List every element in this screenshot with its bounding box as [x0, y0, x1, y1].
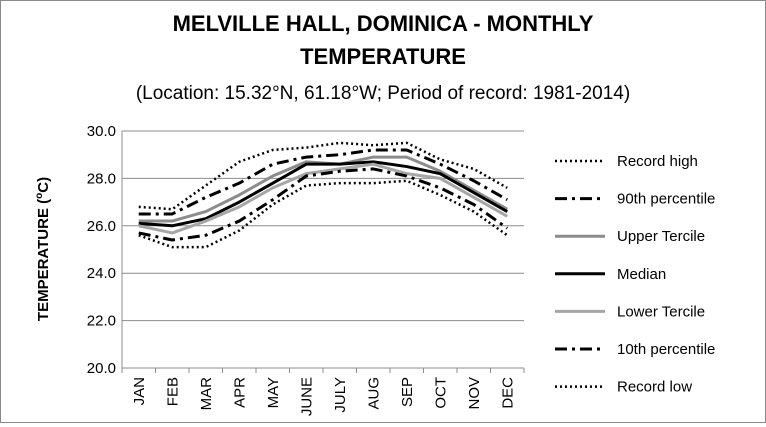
y-tick-label: 24.0 — [87, 265, 116, 282]
legend-label: Record high — [617, 153, 698, 170]
y-axis-title-sup: o — [34, 193, 45, 199]
x-tick-label: SEP — [399, 377, 416, 407]
chart-title-line1: MELVILLE HALL, DOMINICA - MONTHLY — [173, 11, 594, 36]
legend-label: Median — [617, 266, 666, 283]
y-tick-label: 26.0 — [87, 218, 116, 235]
legend: Record high 90th percentile Upper Tercile M… — [555, 153, 715, 396]
y-axis-title: TEMPERATURE (oC) — [34, 177, 52, 321]
chart-title-line2: TEMPERATURE — [300, 44, 466, 69]
x-tick-label: AUG — [365, 377, 382, 410]
x-tick-label: MAY — [265, 377, 282, 408]
y-tick-label: 28.0 — [87, 170, 116, 187]
y-tick-label: 22.0 — [87, 313, 116, 330]
y-axis-title-tail: C) — [35, 177, 52, 193]
x-tick-label: JULY — [332, 377, 349, 413]
x-tick-label: DEC — [499, 377, 516, 409]
axes — [121, 131, 525, 373]
series-line-record-high — [138, 141, 508, 211]
legend-label: 90th percentile — [617, 191, 715, 208]
x-tick-label: NOV — [466, 377, 483, 410]
y-tick-label: 30.0 — [87, 123, 116, 140]
chart-subtitle: (Location: 15.32°N, 61.18°W; Period of r… — [136, 83, 630, 104]
x-tick-label: JAN — [131, 377, 148, 405]
x-tick-label: FEB — [164, 377, 181, 406]
series-line-median — [138, 160, 508, 228]
series-line-upper-tercile — [138, 155, 508, 223]
series-line-lower-tercile — [138, 162, 508, 235]
legend-label: Upper Tercile — [617, 228, 705, 245]
grid-lines — [122, 130, 524, 322]
series-lines — [138, 141, 509, 249]
x-tick-label: MAR — [198, 377, 215, 411]
y-tick-label: 20.0 — [87, 360, 116, 377]
legend-label: 10th percentile — [617, 341, 715, 358]
x-tick-label: JUNE — [298, 377, 315, 416]
legend-label: Lower Tercile — [617, 303, 705, 320]
legend-label: Record low — [617, 379, 692, 396]
x-tick-label: OCT — [432, 377, 449, 409]
series-line-record-low — [138, 179, 508, 249]
series-line-10th-percentile — [138, 167, 509, 242]
x-tick-label: APR — [231, 377, 248, 408]
y-axis-title-main: TEMPERATURE ( — [35, 199, 52, 321]
tick-labels: 20.0 22.0 24.0 26.0 28.0 30.0 JAN FEB MAR APR MAY J… — [87, 123, 516, 416]
